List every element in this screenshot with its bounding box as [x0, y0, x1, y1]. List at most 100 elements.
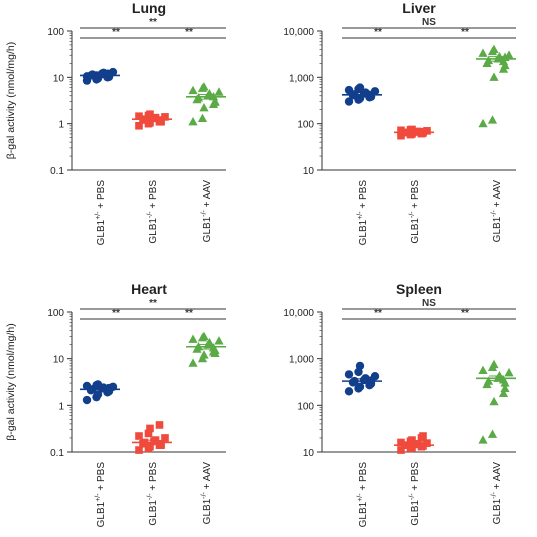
- series-glb1-pbs: [132, 421, 172, 454]
- data-point: [157, 441, 165, 449]
- data-point: [483, 55, 494, 65]
- data-point: [344, 387, 354, 396]
- series-glb1-aav: [186, 331, 226, 367]
- data-point: [483, 376, 494, 385]
- data-point: [151, 113, 160, 122]
- data-point: [210, 97, 220, 106]
- data-point: [419, 432, 427, 440]
- significance-label: **: [112, 27, 120, 38]
- data-point: [478, 118, 488, 128]
- series-glb1-pbs: [394, 432, 434, 454]
- series-glb1-aav: [186, 82, 226, 126]
- y-tick-label: 10: [53, 73, 65, 84]
- data-point: [214, 336, 224, 345]
- data-point: [135, 121, 143, 130]
- x-tick-label-glb1-pbs: GLB1-/- + PBS: [147, 462, 159, 526]
- data-point: [104, 383, 114, 393]
- data-point: [135, 446, 143, 454]
- y-tick-label: 100: [297, 120, 314, 131]
- significance-label: **: [149, 298, 157, 309]
- panel-title: Heart: [131, 281, 167, 297]
- x-tick-label-glb1-pbs: GLB1+/- + PBS: [357, 462, 369, 528]
- data-point: [408, 436, 416, 444]
- significance-label: **: [185, 27, 193, 38]
- data-point: [397, 126, 405, 135]
- y-tick-label: 1,000: [289, 73, 314, 84]
- y-axis-label: β-gal activity (nmol/mg/h): [5, 42, 17, 159]
- series-glb1-pbs: [132, 110, 172, 130]
- data-point: [408, 125, 416, 134]
- y-tick-label: 100: [47, 308, 64, 319]
- data-point: [478, 48, 488, 57]
- x-tick-label-glb1-aav: GLB1-/- + AAV: [491, 180, 503, 243]
- y-tick-label: 10: [53, 355, 65, 366]
- data-point: [500, 378, 510, 387]
- y-axis-label: β-gal activity (nmol/mg/h): [5, 323, 17, 440]
- x-tick-label-glb1-pbs: GLB1-/- + PBS: [147, 180, 159, 244]
- data-point: [489, 72, 499, 81]
- data-point: [413, 439, 422, 448]
- x-tick-label-glb1-pbs: GLB1-/- + PBS: [409, 180, 421, 244]
- x-tick-label-glb1-pbs: GLB1+/- + PBS: [357, 180, 369, 246]
- data-point: [82, 72, 92, 81]
- data-point: [487, 115, 498, 124]
- data-point: [423, 127, 431, 135]
- x-tick-label-glb1-pbs: GLB1+/- + PBS: [95, 462, 107, 528]
- significance-label: **: [112, 308, 120, 319]
- significance-label: NS: [422, 17, 436, 28]
- x-tick-label-glb1-pbs: GLB1+/- + PBS: [95, 180, 107, 246]
- data-point: [504, 367, 514, 377]
- data-point: [199, 350, 209, 359]
- data-point: [82, 395, 92, 405]
- x-tick-label-glb1-pbs: GLB1-/- + PBS: [409, 462, 421, 526]
- data-point: [188, 358, 198, 367]
- y-tick-label: 0.1: [50, 166, 64, 177]
- data-point: [188, 85, 198, 95]
- data-point: [478, 365, 488, 375]
- data-point: [135, 432, 143, 440]
- y-tick-label: 1: [58, 401, 64, 412]
- data-point: [487, 429, 498, 438]
- data-point: [161, 434, 169, 442]
- series-glb1-aav: [476, 44, 516, 128]
- data-point: [397, 438, 405, 447]
- x-tick-label-glb1-aav: GLB1-/- + AAV: [201, 462, 213, 525]
- data-point: [199, 103, 209, 112]
- panel-spleen: Spleen 10 100 1,000 10,000 GLB1+/- + PBS GLB1-…: [283, 281, 516, 527]
- data-point: [344, 97, 354, 106]
- significance-label: **: [461, 27, 469, 38]
- panel-title: Liver: [402, 0, 436, 16]
- y-tick-label: 10,000: [283, 308, 314, 319]
- significance-label: NS: [422, 298, 436, 309]
- significance-label: **: [461, 308, 469, 319]
- data-point: [199, 82, 209, 91]
- series-glb1-pbs: [342, 361, 382, 396]
- y-tick-label: 0.1: [50, 448, 64, 459]
- data-point: [144, 429, 153, 438]
- y-tick-label: 1: [58, 120, 64, 131]
- series-glb1-pbs: [342, 83, 382, 106]
- data-point: [408, 130, 416, 138]
- data-point: [146, 110, 154, 119]
- data-point: [397, 446, 405, 454]
- data-point: [197, 113, 208, 122]
- data-point: [344, 370, 354, 379]
- panel-liver: Liver 10 100 1,000 10,000 GLB1+/- + PBS GLB1-/…: [283, 0, 516, 245]
- y-tick-label: 1,000: [289, 355, 314, 366]
- x-tick-label-glb1-aav: GLB1-/- + AAV: [201, 180, 213, 243]
- y-tick-label: 10: [303, 166, 315, 177]
- panel-title: Spleen: [396, 281, 442, 297]
- data-point: [146, 424, 154, 433]
- panel-title: Lung: [132, 0, 166, 16]
- y-tick-label: 100: [47, 27, 64, 38]
- data-point: [146, 442, 154, 451]
- data-point: [93, 390, 103, 399]
- data-point: [489, 44, 499, 54]
- panel-lung: Lung 0.1 1 10 100 β-gal activity (nmol/mg/h) G…: [5, 0, 226, 245]
- data-point: [478, 435, 488, 444]
- data-point: [104, 72, 114, 82]
- series-glb1-pbs: [394, 125, 434, 140]
- data-point: [500, 383, 510, 393]
- data-point: [188, 334, 198, 343]
